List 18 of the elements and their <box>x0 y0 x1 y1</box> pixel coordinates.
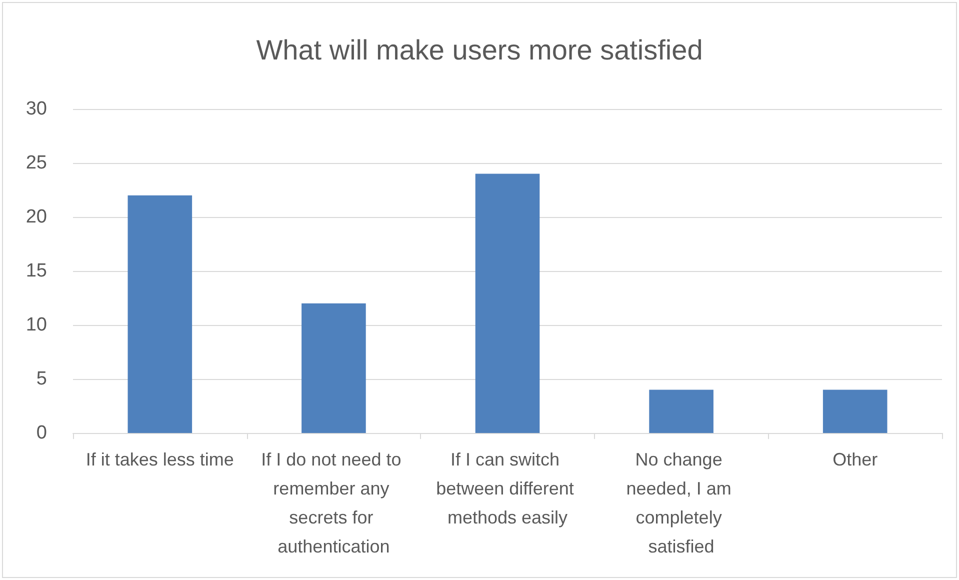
y-tick-label: 25 <box>26 152 47 174</box>
bar <box>475 174 540 433</box>
bar <box>649 390 714 433</box>
bar <box>128 195 192 433</box>
y-tick-label: 5 <box>36 368 47 390</box>
chart-title: What will make users more satisfied <box>256 34 703 66</box>
x-tick-label: No change needed, I am completely satisfied <box>626 450 736 556</box>
x-tick-label: Other <box>832 450 878 470</box>
bar <box>822 390 888 433</box>
x-tick-label: If it takes less time <box>86 450 234 470</box>
y-tick-label: 10 <box>26 314 47 336</box>
x-tick-label: If I do not need to remember any secrets for authentication <box>261 450 406 556</box>
bar <box>302 303 366 433</box>
y-tick-label: 0 <box>36 422 47 444</box>
y-tick-label: 30 <box>26 98 47 120</box>
x-tick-label: If I can switch between different methods easily <box>436 450 579 528</box>
y-tick-label: 20 <box>26 206 47 228</box>
y-tick-label: 15 <box>26 260 47 282</box>
